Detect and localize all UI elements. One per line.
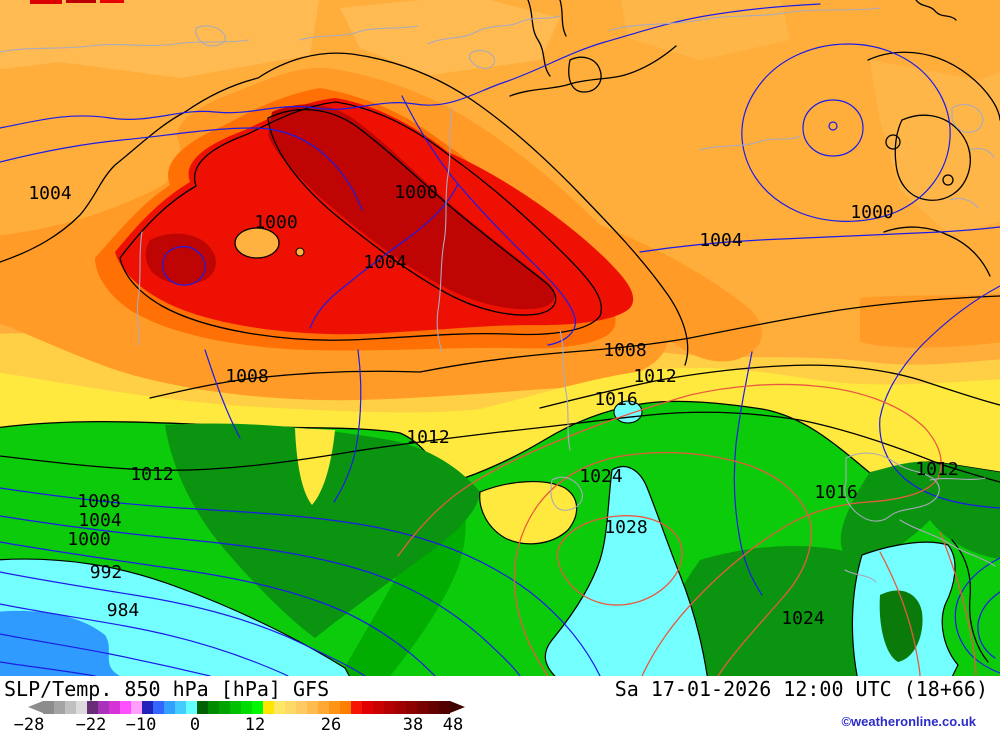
scale-color-segment (252, 701, 263, 714)
weather-map-canvas: 1004100010001004100010041008100810121012… (0, 0, 1000, 676)
contour-label: 1004 (78, 510, 121, 531)
contour-label: 992 (90, 562, 123, 583)
scale-color-segment (98, 701, 109, 714)
scale-color-segment (274, 701, 285, 714)
isobar-lines-blue (0, 3, 1000, 676)
color-scale-ticks: −28 −22 −10 0 12 26 38 48 (0, 715, 500, 733)
contour-label: 1000 (254, 212, 297, 233)
map-title: SLP/Temp. 850 hPa [hPa] GFS (4, 677, 330, 701)
contour-label: 1000 (850, 202, 893, 223)
scale-right-arrow (450, 701, 465, 713)
scale-tick-label: 48 (442, 715, 464, 733)
scale-color-segment (153, 701, 164, 714)
scale-color-segment (164, 701, 175, 714)
contour-label: 1004 (699, 230, 742, 251)
contour-label: 1000 (67, 529, 110, 550)
scale-color-segment (373, 701, 384, 714)
scale-color-segment (76, 701, 87, 714)
scale-color-segment (296, 701, 307, 714)
scale-color-segment (406, 701, 417, 714)
contour-label: 1000 (394, 182, 437, 203)
contour-label: 1008 (77, 491, 120, 512)
isobar-lines-black (0, 0, 1000, 663)
contour-label: 1016 (814, 482, 857, 503)
scale-color-segment (241, 701, 252, 714)
scale-color-segment (439, 701, 450, 714)
scale-tick-label: −10 (125, 715, 157, 733)
scale-color-segment (186, 701, 197, 714)
scale-color-segment (384, 701, 395, 714)
scale-color-segment (219, 701, 230, 714)
scale-color-segment (131, 701, 142, 714)
scale-color-segment (395, 701, 406, 714)
map-datetime: Sa 17-01-2026 12:00 UTC (18+66) (614, 677, 988, 701)
scale-color-segment (307, 701, 318, 714)
scale-tick-label: 0 (189, 715, 201, 733)
contour-label: 1004 (28, 183, 71, 204)
scale-tick-label: 38 (402, 715, 424, 733)
isobar-lines-red (397, 383, 977, 676)
scale-color-segment (65, 701, 76, 714)
scale-tick-label: 12 (244, 715, 266, 733)
scale-color-segment (120, 701, 131, 714)
scale-left-arrow (28, 701, 43, 713)
scale-color-segment (417, 701, 428, 714)
temperature-fill-layer (0, 0, 1000, 676)
copyright-text: ©weatheronline.co.uk (841, 714, 976, 729)
contour-label: 1024 (781, 608, 824, 629)
scale-color-segment (351, 701, 362, 714)
scale-color-segment (197, 701, 208, 714)
weather-map: 1004 1000 1000 1004 1000 1004 1008 1008 1012 1012… (0, 0, 1000, 676)
scale-color-segment (285, 701, 296, 714)
scale-color-segment (362, 701, 373, 714)
map-footer: SLP/Temp. 850 hPa [hPa] GFS Sa 17-01-202… (0, 676, 1000, 733)
contour-label: 1012 (633, 366, 676, 387)
contour-label: 1008 (603, 340, 646, 361)
scale-color-segment (142, 701, 153, 714)
scale-color-segment (230, 701, 241, 714)
contour-label: 1012 (406, 427, 449, 448)
scale-color-segment (329, 701, 340, 714)
color-scale-bar (43, 701, 450, 714)
scale-tick-label: 26 (320, 715, 342, 733)
scale-color-segment (43, 701, 54, 714)
contour-label: 1024 (579, 466, 622, 487)
scale-color-segment (87, 701, 98, 714)
contour-label: 1028 (604, 517, 647, 538)
scale-color-segment (340, 701, 351, 714)
scale-color-segment (263, 701, 274, 714)
contour-label: 1008 (225, 366, 268, 387)
contour-label: 1012 (915, 459, 958, 480)
contour-label: 1012 (130, 464, 173, 485)
contour-label: 984 (107, 600, 140, 621)
contour-label: 1016 (594, 389, 637, 410)
scale-tick-label: −28 (13, 715, 45, 733)
scale-color-segment (109, 701, 120, 714)
scale-color-segment (175, 701, 186, 714)
scale-tick-label: −22 (75, 715, 107, 733)
scale-color-segment (318, 701, 329, 714)
contour-label: 1004 (363, 252, 406, 273)
scale-color-segment (208, 701, 219, 714)
coastline-layer (0, 7, 996, 583)
scale-color-segment (54, 701, 65, 714)
contour-labels-layer: 1004100010001004100010041008100810121012… (28, 182, 958, 629)
scale-color-segment (428, 701, 439, 714)
